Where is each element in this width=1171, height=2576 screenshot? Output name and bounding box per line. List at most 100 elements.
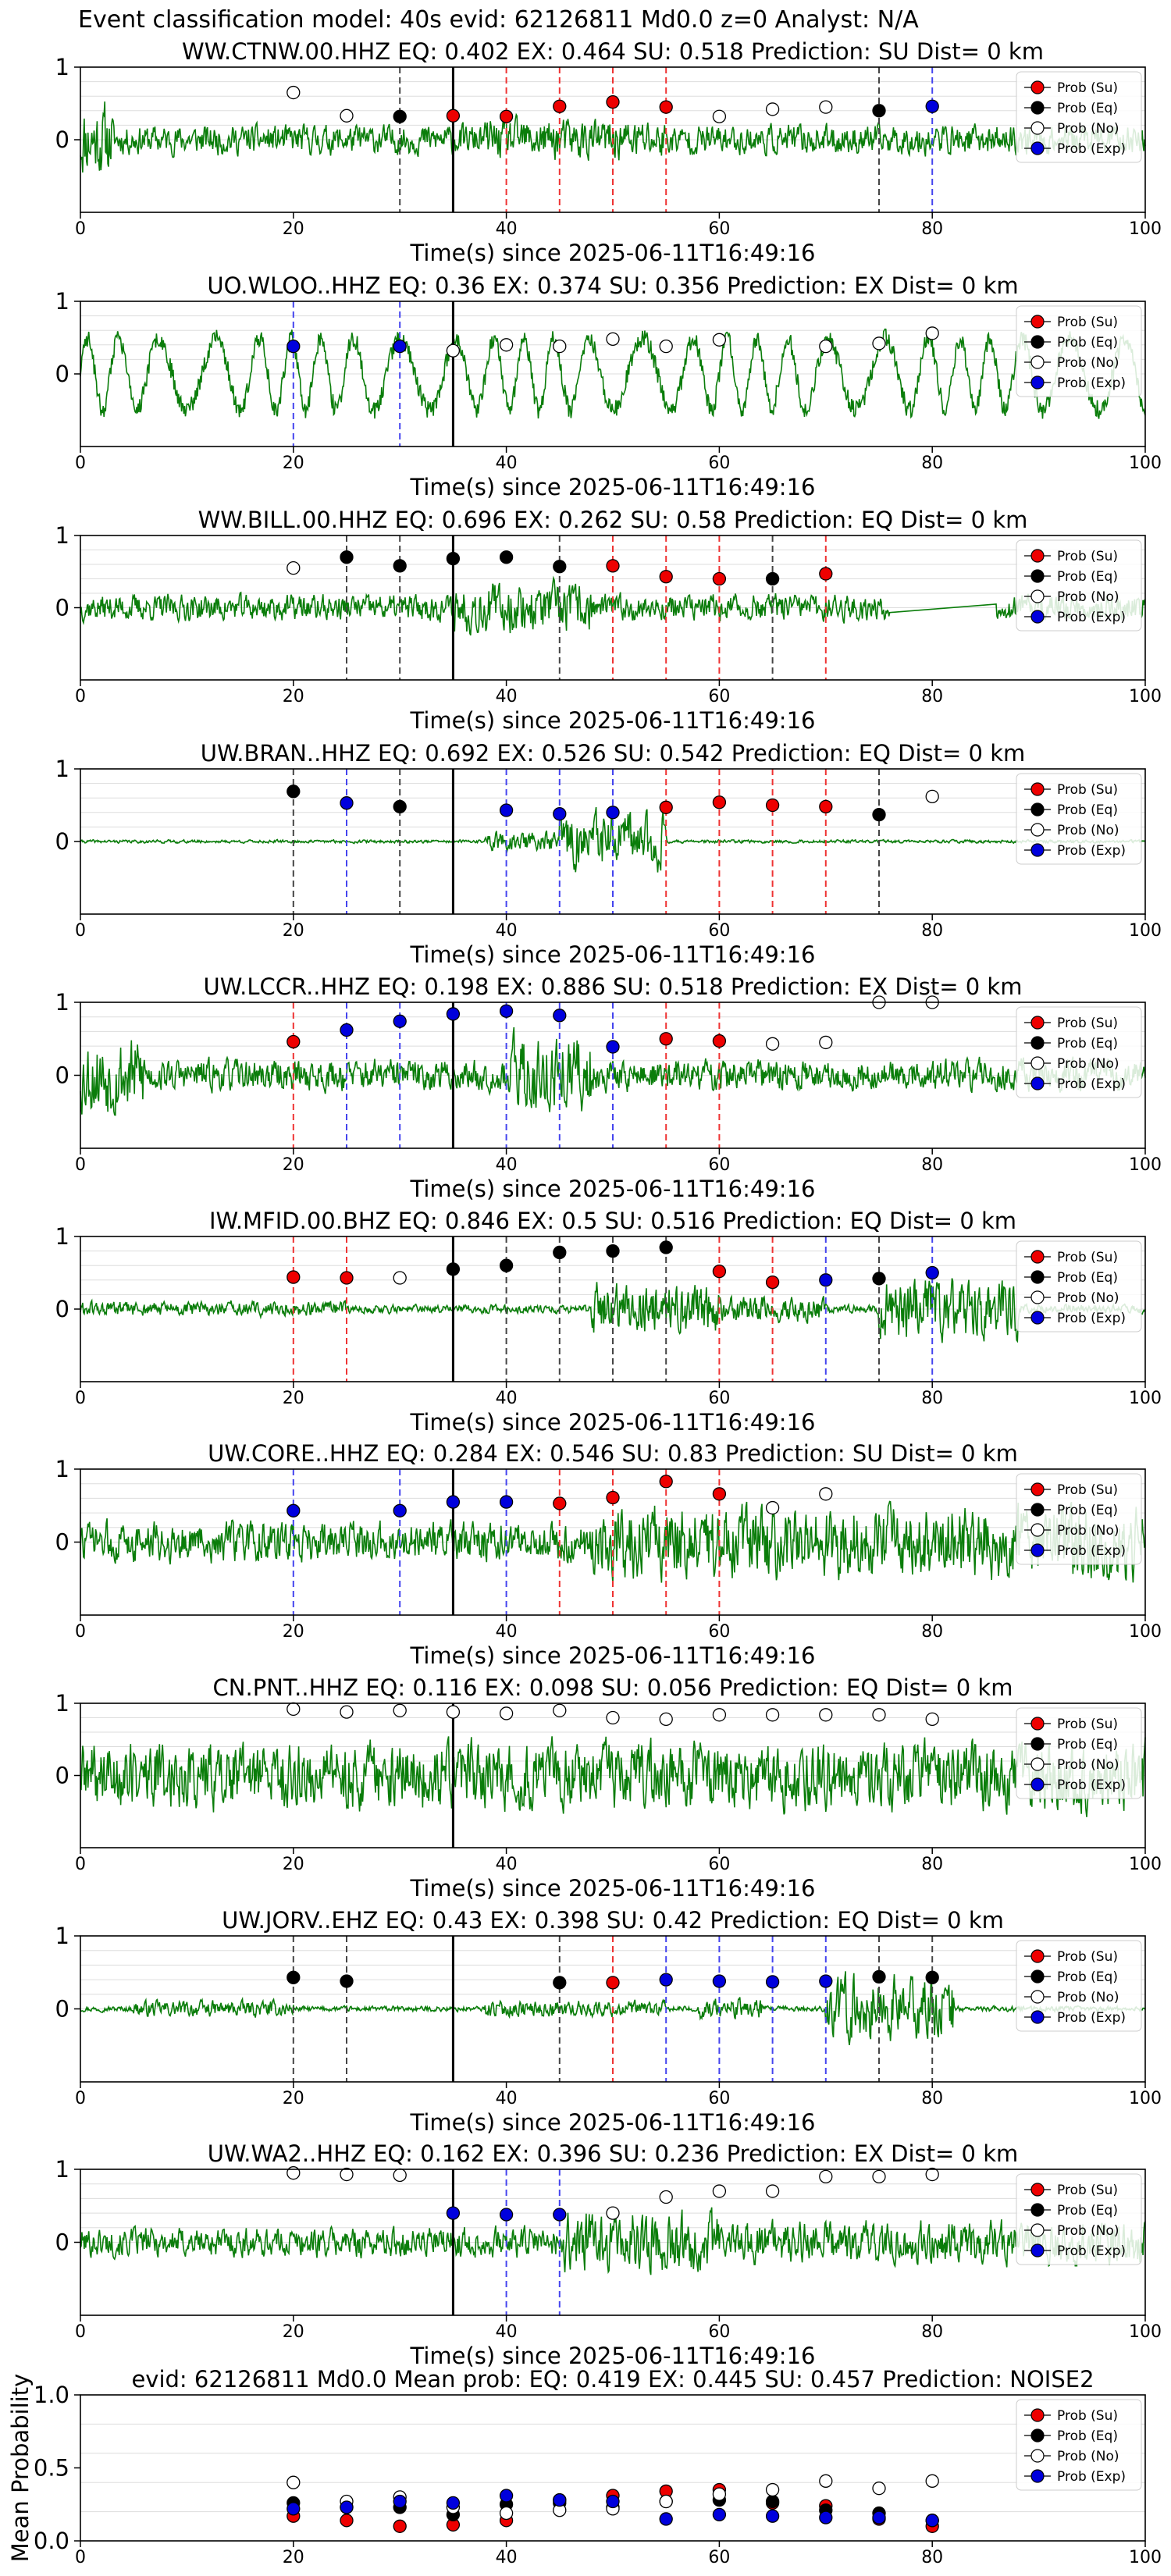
y-tick-label: 0: [55, 828, 69, 855]
y-tick-label: 1: [55, 756, 69, 782]
waveform-trace: [80, 1026, 1146, 1116]
x-tick-label: 100: [1129, 219, 1162, 239]
point-no: [765, 1037, 780, 1051]
point-no: [765, 1708, 780, 1722]
legend-box: [1016, 2399, 1142, 2491]
x-tick-label: 60: [708, 454, 730, 473]
y-axis-label: Mean Probability: [7, 2374, 34, 2563]
legend-box: [1016, 1006, 1142, 1098]
point-no: [925, 1712, 939, 1727]
panel-title: UW.BRAN..HHZ EQ: 0.692 EX: 0.526 SU: 0.5…: [201, 740, 1026, 767]
x-axis-label: Time(s) since 2025-06-11T16:49:16: [410, 1409, 816, 1436]
legend-marker: [1030, 375, 1045, 390]
x-tick-label: 0: [75, 1622, 86, 1642]
x-tick-label: 40: [496, 687, 518, 706]
x-tick-label: 40: [496, 1389, 518, 1408]
point-su: [712, 795, 727, 809]
legend-label: Prob (No): [1057, 1290, 1119, 1306]
point-exp: [499, 2489, 514, 2503]
legend-label: Prob (Su): [1057, 782, 1118, 798]
point-exp: [287, 1503, 301, 1517]
point-no: [606, 1710, 620, 1725]
x-tick-label: 80: [921, 454, 943, 473]
x-tick-label: 60: [708, 1389, 730, 1408]
legend-label: Prob (Exp): [1057, 1311, 1126, 1326]
point-eq: [765, 2494, 780, 2509]
point-eq: [606, 1244, 620, 1258]
point-exp: [499, 1495, 514, 1509]
panel-7: CN.PNT..HHZ EQ: 0.116 EX: 0.098 SU: 0.05…: [55, 1674, 1162, 1902]
point-exp: [553, 1009, 567, 1023]
point-exp: [393, 1014, 407, 1028]
legend-box: [1016, 773, 1142, 865]
legend-box: [1016, 1940, 1142, 2032]
legend-marker: [1030, 1056, 1045, 1070]
point-su: [287, 1270, 301, 1284]
point-exp: [499, 803, 514, 817]
point-no: [393, 2168, 407, 2183]
y-tick-label: 1: [55, 989, 69, 1016]
legend-marker: [1030, 610, 1045, 624]
legend-marker: [1030, 2243, 1045, 2258]
legend-box: [1016, 1240, 1142, 1332]
legend-box: [1016, 2173, 1142, 2265]
y-tick-label: 0: [55, 595, 69, 621]
point-no: [393, 1271, 407, 1285]
x-tick-label: 20: [283, 1622, 304, 1642]
point-no: [819, 100, 833, 114]
x-tick-label: 20: [283, 1389, 304, 1408]
legend-marker: [1030, 335, 1045, 349]
legend-label: Prob (No): [1057, 2449, 1119, 2464]
legend-marker: [1030, 2203, 1045, 2217]
x-tick-label: 20: [283, 2322, 304, 2342]
legend-label: Prob (Eq): [1057, 1969, 1118, 1985]
legend-marker: [1030, 823, 1045, 837]
x-axis-label: Time(s) since 2025-06-11T16:49:16: [410, 474, 816, 500]
point-no: [872, 336, 886, 350]
y-tick-label: 1: [55, 1223, 69, 1250]
legend-marker: [1030, 1949, 1045, 1963]
legend-marker: [1030, 1036, 1045, 1050]
point-eq: [287, 785, 301, 799]
waveform-trace: [80, 328, 1146, 419]
y-tick-label: 0: [55, 1296, 69, 1322]
point-eq: [393, 559, 407, 573]
point-exp: [287, 2502, 301, 2516]
legend-marker: [1030, 782, 1045, 796]
panel-10: evid: 62126811 Md0.0 Mean prob: EQ: 0.41…: [7, 2366, 1162, 2567]
legend: Prob (Su) Prob (Eq) Prob (No) Prob (Exp): [1016, 1707, 1142, 1799]
legend-marker: [1030, 1503, 1045, 1517]
point-no: [872, 2169, 886, 2184]
legend-marker: [1030, 1737, 1045, 1751]
point-exp: [553, 2208, 567, 2222]
x-tick-label: 100: [1129, 454, 1162, 473]
legend-label: Prob (No): [1057, 355, 1119, 371]
y-tick-label: 1: [55, 1456, 69, 1482]
y-tick-label: 1: [55, 1690, 69, 1717]
legend-label: Prob (Exp): [1057, 610, 1126, 625]
legend: Prob (Su) Prob (Eq) Prob (No) Prob (Exp): [1016, 1240, 1142, 1332]
point-exp: [393, 2494, 407, 2509]
point-su: [499, 109, 514, 123]
point-exp: [925, 99, 939, 113]
legend-label: Prob (No): [1057, 1990, 1119, 2005]
point-no: [925, 2167, 939, 2182]
x-tick-label: 40: [496, 2089, 518, 2108]
point-no: [659, 2190, 673, 2204]
waveform-trace: [80, 1971, 1146, 2046]
x-tick-label: 100: [1129, 2548, 1162, 2567]
legend-marker: [1030, 2449, 1045, 2463]
point-eq: [393, 799, 407, 814]
legend-label: Prob (Eq): [1057, 101, 1118, 116]
x-tick-label: 80: [921, 219, 943, 239]
x-tick-label: 40: [496, 454, 518, 473]
legend-marker: [1030, 589, 1045, 603]
point-no: [553, 340, 567, 354]
point-no: [765, 102, 780, 116]
legend-label: Prob (Su): [1057, 1949, 1118, 1965]
point-su: [712, 1264, 727, 1279]
legend-marker: [1030, 315, 1045, 329]
legend-label: Prob (Su): [1057, 549, 1118, 564]
point-exp: [819, 1974, 833, 1988]
x-tick-label: 60: [708, 1855, 730, 1874]
